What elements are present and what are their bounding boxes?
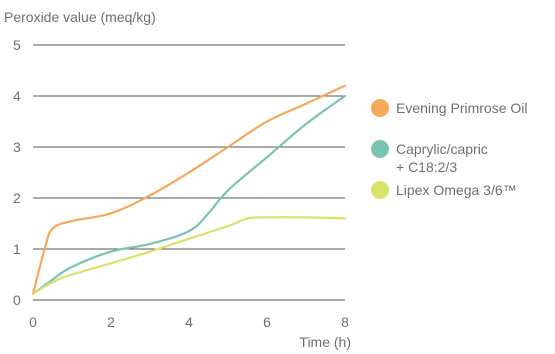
x-tick-label: 0 [29,314,37,330]
x-tick-label: 4 [185,314,193,330]
series-line-0 [31,84,347,295]
legend: Evening Primrose Oil Caprylic/capric + C18… [371,99,528,199]
legend-label-1: + C18:2/3 [396,159,457,175]
y-tick-label: 0 [13,292,21,308]
y-tick-label: 5 [13,37,21,53]
legend-label-2: Lipex Omega 3/6™ [396,182,517,198]
legend-marker-2 [371,181,389,199]
series-line-1 [31,94,347,295]
y-tick-label: 4 [13,88,21,104]
x-axis-label: Time (h) [299,334,351,350]
y-tick-label: 2 [13,190,21,206]
x-tick-label: 8 [341,314,349,330]
series-line-2 [31,216,347,295]
x-tick-labels: 0 2 4 6 8 [29,314,349,330]
legend-label-1: Caprylic/capric [396,141,488,157]
x-tick-label: 2 [107,314,115,330]
y-tick-label: 3 [13,139,21,155]
series-lines [31,84,347,295]
legend-marker-0 [371,99,389,117]
gridlines [33,44,345,301]
y-axis-label: Peroxide value (meq/kg) [4,9,156,25]
legend-label-0: Evening Primrose Oil [396,100,528,116]
y-tick-label: 1 [13,241,21,257]
x-tick-label: 6 [263,314,271,330]
legend-marker-1 [371,140,389,158]
y-tick-labels: 0 1 2 3 4 5 [13,37,21,308]
